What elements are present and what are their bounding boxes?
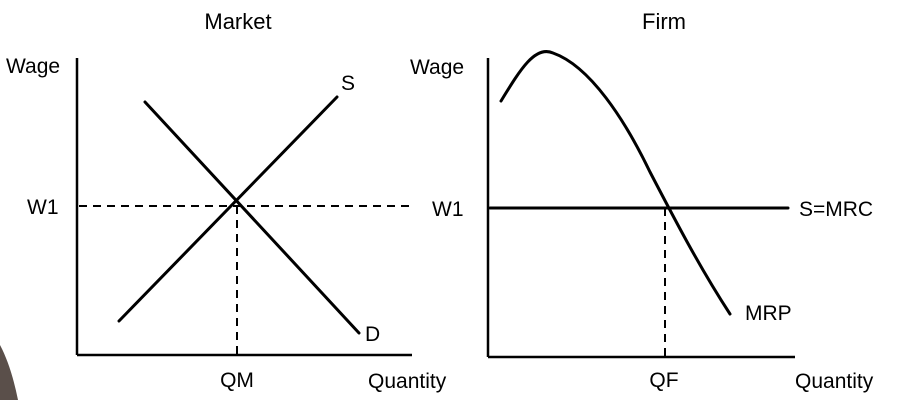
market-supply-label: S — [341, 72, 355, 95]
firm-x-axis-label: Quantity — [795, 370, 874, 393]
firm-mrp-label: MRP — [745, 302, 792, 325]
firm-panel: Firm Wage Quantity W1 S=MRC MRP QF — [410, 9, 874, 393]
firm-mrp-curve — [499, 50, 732, 316]
market-title: Market — [204, 9, 271, 34]
firm-supply-mrc-label: S=MRC — [799, 198, 873, 221]
market-demand-label: D — [365, 323, 380, 346]
market-demand-curve — [143, 100, 361, 335]
firm-qf-label: QF — [649, 369, 678, 392]
market-qm-label: QM — [220, 369, 254, 392]
market-y-axis-label: Wage — [6, 55, 60, 78]
market-w1-label: W1 — [27, 196, 59, 219]
firm-w1-label: W1 — [432, 198, 464, 221]
corner-shadow — [0, 345, 18, 400]
market-x-axis-label: Quantity — [368, 370, 447, 393]
market-supply-curve — [117, 95, 339, 323]
firm-y-axis-label: Wage — [410, 56, 464, 79]
firm-title: Firm — [642, 9, 686, 34]
market-panel: Market Wage Quantity S D W1 QM — [6, 9, 447, 393]
